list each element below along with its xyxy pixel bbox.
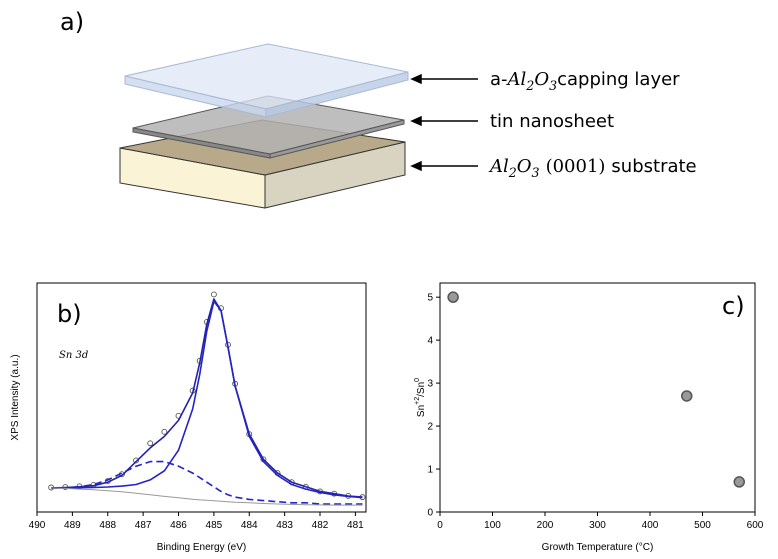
layer-label: tin nanosheet [490,111,614,132]
x-tick-label: 500 [694,520,711,531]
data-point [161,428,168,435]
x-tick-label: 0 [437,520,443,531]
text-segment: O [517,156,532,177]
data-point [210,291,217,298]
text-segment: +2 [414,397,421,405]
x-tick-label: 485 [206,520,223,531]
panel-label: b) [57,300,82,328]
x-tick-label: 400 [642,520,659,531]
y-tick-label: 4 [427,336,433,347]
panel-label: a) [60,8,84,36]
text-segment: 0 [414,378,421,382]
x-tick-label: 483 [276,520,293,531]
x-tick-label: 100 [484,520,501,531]
text-segment: Al [488,156,509,177]
x-tick-label: 488 [99,520,116,531]
text-segment: 3 [549,78,557,93]
text-segment: a- [490,69,508,90]
series-line [51,487,363,506]
x-axis-label: Binding Energy (eV) [157,542,247,553]
text-segment: (0001) [546,156,606,177]
data-point [681,390,693,402]
y-axis-label: Sn+2/Sn0 [414,378,427,417]
x-tick-label: 482 [312,520,329,531]
layer-label: a-Al2O3capping layer [490,69,680,93]
x-tick-label: 487 [135,520,152,531]
x-tick-label: 490 [29,520,46,531]
plot-frame [439,282,756,513]
series-line [51,298,363,498]
data-point [133,457,140,464]
panel-label: c) [722,292,745,320]
annotation: Sn 3d [59,350,88,361]
data-point [447,291,459,303]
text-segment: capping layer [557,69,680,90]
x-tick-label: 484 [241,520,258,531]
text-segment: substrate [611,156,696,177]
capping-layer [124,43,409,118]
y-tick-label: 0 [427,508,433,519]
x-tick-label: 600 [747,520,764,531]
x-tick-label: 489 [64,520,81,531]
y-tick-label: 1 [427,465,433,476]
x-tick-label: 486 [170,520,187,531]
arrows [410,73,478,172]
data-point [147,440,154,447]
y-axis-label: XPS Intensity (a.u.) [10,354,21,440]
text-segment: 3 [532,165,540,180]
series-line [51,460,363,505]
series-line [51,300,363,499]
x-tick-label: 481 [347,520,364,531]
x-axis-label: Growth Temperature (°C) [542,542,654,553]
data-point [733,476,745,488]
y-tick-label: 5 [427,293,433,304]
layer-label: Al2O3 (0001) substrate [488,156,697,180]
text-segment: 2 [508,165,517,180]
text-segment: O [534,69,549,90]
text-segment: Sn [416,405,427,417]
text-segment: tin nanosheet [490,111,614,132]
text-segment: Al [506,69,527,90]
plot-frame [36,282,367,513]
x-tick-label: 200 [537,520,554,531]
x-tick-label: 300 [589,520,606,531]
y-tick-label: 2 [427,422,433,433]
text-segment: 2 [525,78,534,93]
y-tick-label: 3 [427,379,433,390]
text-segment: /Sn [416,382,427,397]
tin-nanosheet [132,95,405,159]
